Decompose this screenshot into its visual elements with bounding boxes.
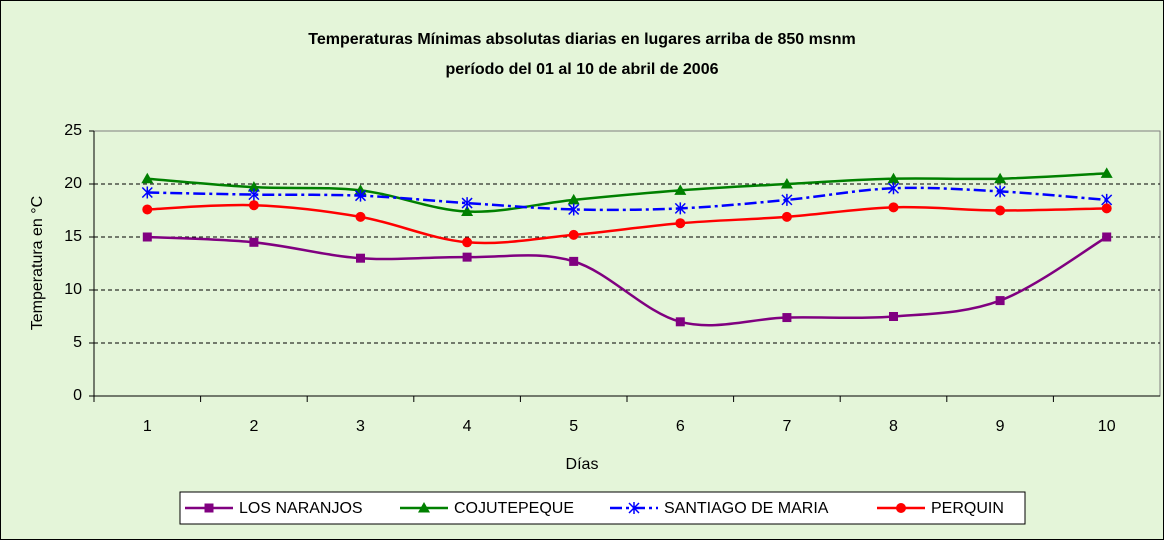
y-tick-label: 10 [64,281,82,298]
legend-label: PERQUIN [931,500,1004,517]
marker [782,313,792,323]
x-tick-label: 6 [676,418,685,435]
marker [781,211,792,222]
marker [780,178,793,189]
marker [675,317,685,327]
y-tick-label: 5 [73,334,82,351]
marker [462,252,472,262]
marker [628,502,640,514]
marker [142,204,153,215]
y-tick-label: 25 [64,122,82,139]
marker [674,202,686,215]
legend-item: SANTIAGO DE MARIA [610,500,829,517]
x-axis-label: Días [566,456,599,473]
marker [896,503,906,513]
marker [889,312,898,321]
series-line [147,172,1107,213]
legend-item: COJUTEPEQUE [400,500,574,517]
marker [354,189,367,202]
legend-label: COJUTEPEQUE [454,500,574,517]
marker [355,211,366,222]
marker [995,205,1006,216]
marker [569,256,579,266]
marker [141,186,153,199]
chart-subtitle: período del 01 al 10 de abril de 2006 [445,61,718,78]
x-tick-label: 7 [782,418,791,435]
marker [142,232,152,242]
marker [248,188,260,201]
marker [461,197,473,210]
marker [1100,167,1113,178]
x-tick-label: 4 [463,418,472,435]
marker [248,200,259,211]
legend-label: LOS NARANJOS [239,500,363,517]
marker [994,172,1007,184]
marker [462,237,473,248]
marker [994,185,1006,198]
marker [1102,232,1112,242]
legend-item: LOS NARANJOS [185,500,363,517]
marker [887,172,900,184]
marker [674,184,687,195]
x-tick-label: 5 [569,418,578,435]
marker [247,181,260,192]
x-tick-label: 9 [996,418,1005,435]
y-tick-label: 20 [64,175,82,192]
marker [887,182,900,195]
marker [568,229,579,240]
legend-item: PERQUIN [877,500,1004,517]
series-line [147,235,1108,327]
x-tick-label: 3 [356,418,365,435]
x-tick-label: 1 [143,418,152,435]
series-line [147,203,1107,245]
y-tick-label: 0 [73,387,82,404]
y-axis-label: Temperatura en °C [29,196,46,330]
chart-title: Temperaturas Mínimas absolutas diarias e… [308,31,855,48]
marker [141,172,154,184]
marker [888,202,899,213]
marker [567,193,580,205]
x-tick-label: 2 [249,418,258,435]
y-tick-label: 15 [64,228,82,245]
marker [418,502,430,513]
marker [781,193,793,206]
marker [249,237,259,247]
legend-label: SANTIAGO DE MARIA [664,500,829,517]
marker [568,203,580,216]
marker [1101,203,1112,214]
marker [461,205,474,217]
marker [675,218,686,229]
marker [356,253,365,263]
x-tick-label: 8 [889,418,898,435]
marker [995,296,1005,306]
marker [204,503,214,513]
x-tick-label: 10 [1098,418,1116,435]
